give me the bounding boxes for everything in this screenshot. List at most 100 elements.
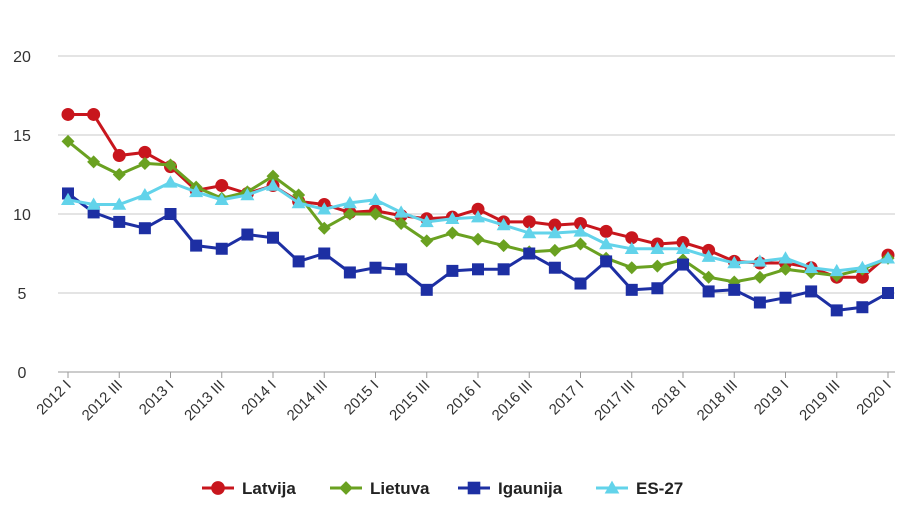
data-point (266, 169, 280, 183)
data-point (804, 260, 819, 273)
data-point (190, 239, 203, 252)
data-point (753, 296, 766, 309)
data-point (164, 208, 177, 220)
x-tick-label: 2014 I (238, 377, 280, 419)
data-point (600, 255, 613, 268)
data-point (343, 207, 357, 221)
data-point (267, 231, 279, 244)
x-tick-label: 2018 III (694, 377, 741, 424)
legend-label: Latvija (242, 479, 296, 498)
y-tick-label: 15 (13, 128, 31, 145)
data-point (523, 247, 536, 260)
data-point (113, 215, 126, 228)
data-point (676, 241, 690, 255)
data-point (445, 211, 460, 224)
series-igaunija (62, 187, 894, 317)
data-point (419, 214, 434, 228)
y-tick-label: 5 (18, 286, 27, 303)
data-point (61, 192, 75, 206)
data-point (292, 188, 306, 202)
y-tick-label: 20 (13, 49, 31, 66)
data-point (394, 205, 409, 218)
data-point (778, 251, 793, 264)
data-point (112, 168, 126, 181)
y-tick-label: 10 (13, 207, 31, 224)
data-point (625, 261, 639, 275)
data-point (318, 247, 331, 260)
data-point (881, 251, 895, 264)
x-tick-label: 2019 I (751, 377, 793, 419)
data-point (446, 264, 459, 277)
x-tick-label: 2016 III (489, 377, 536, 424)
x-tick-label: 2013 I (136, 377, 178, 419)
data-point (702, 270, 716, 284)
data-point (599, 237, 614, 250)
data-point (522, 215, 536, 229)
data-point (61, 107, 75, 121)
data-point (369, 261, 382, 274)
data-point (573, 224, 588, 237)
data-point (702, 285, 715, 298)
data-point (138, 222, 151, 235)
legend-marker (604, 480, 620, 494)
data-point (87, 155, 101, 169)
data-point (214, 192, 229, 206)
legend-label: Igaunija (498, 479, 563, 498)
data-point (624, 241, 639, 255)
x-tick-label: 2015 I (341, 377, 383, 419)
data-point (548, 261, 561, 274)
data-point (369, 207, 382, 221)
data-point (137, 188, 152, 201)
data-point (677, 258, 689, 271)
data-point (779, 262, 792, 276)
data-point (574, 277, 587, 290)
data-point (752, 254, 767, 267)
data-point (471, 202, 485, 216)
legend-marker (467, 481, 481, 495)
x-tick-label: 2020 I (853, 377, 895, 419)
legend: Latvija Lietuva Igaunija ES-27 (202, 479, 683, 498)
data-point (728, 283, 741, 296)
data-point (753, 270, 767, 284)
data-point (266, 178, 280, 191)
legend-marker (211, 481, 225, 495)
data-point (471, 210, 485, 223)
x-tick-label: 2017 III (591, 377, 638, 424)
legend-marker (339, 481, 353, 495)
data-point (805, 285, 818, 298)
y-axis-ticks: 0 5 10 15 20 (13, 49, 31, 382)
legend-label: ES-27 (636, 479, 683, 498)
data-point (240, 188, 255, 201)
data-point (779, 291, 792, 304)
x-tick-label: 2017 I (546, 377, 588, 419)
data-point (215, 179, 229, 193)
data-point (522, 225, 537, 239)
x-axis: 2012 I 2012 III 2013 I 2013 III 2014 I 2014 I… (33, 372, 895, 424)
data-point (420, 234, 434, 248)
data-point (472, 263, 484, 276)
data-point (625, 231, 639, 245)
data-point (497, 239, 511, 253)
data-point (856, 301, 869, 314)
data-point (394, 216, 408, 230)
data-point (215, 242, 228, 255)
data-point (651, 282, 664, 295)
data-point (138, 156, 152, 170)
data-point (317, 202, 332, 215)
series-group (61, 107, 895, 317)
data-point (112, 149, 126, 163)
data-point (87, 107, 101, 121)
data-point (548, 218, 562, 232)
data-point (86, 197, 101, 210)
data-point (368, 192, 383, 206)
data-point (882, 287, 894, 299)
data-point (291, 195, 306, 209)
x-tick-label: 2016 I (443, 377, 485, 419)
x-tick-label: 2012 I (33, 377, 75, 419)
data-point (650, 241, 665, 255)
data-point (574, 237, 587, 251)
data-point (138, 145, 152, 159)
data-point (471, 232, 485, 246)
data-point (343, 266, 356, 279)
